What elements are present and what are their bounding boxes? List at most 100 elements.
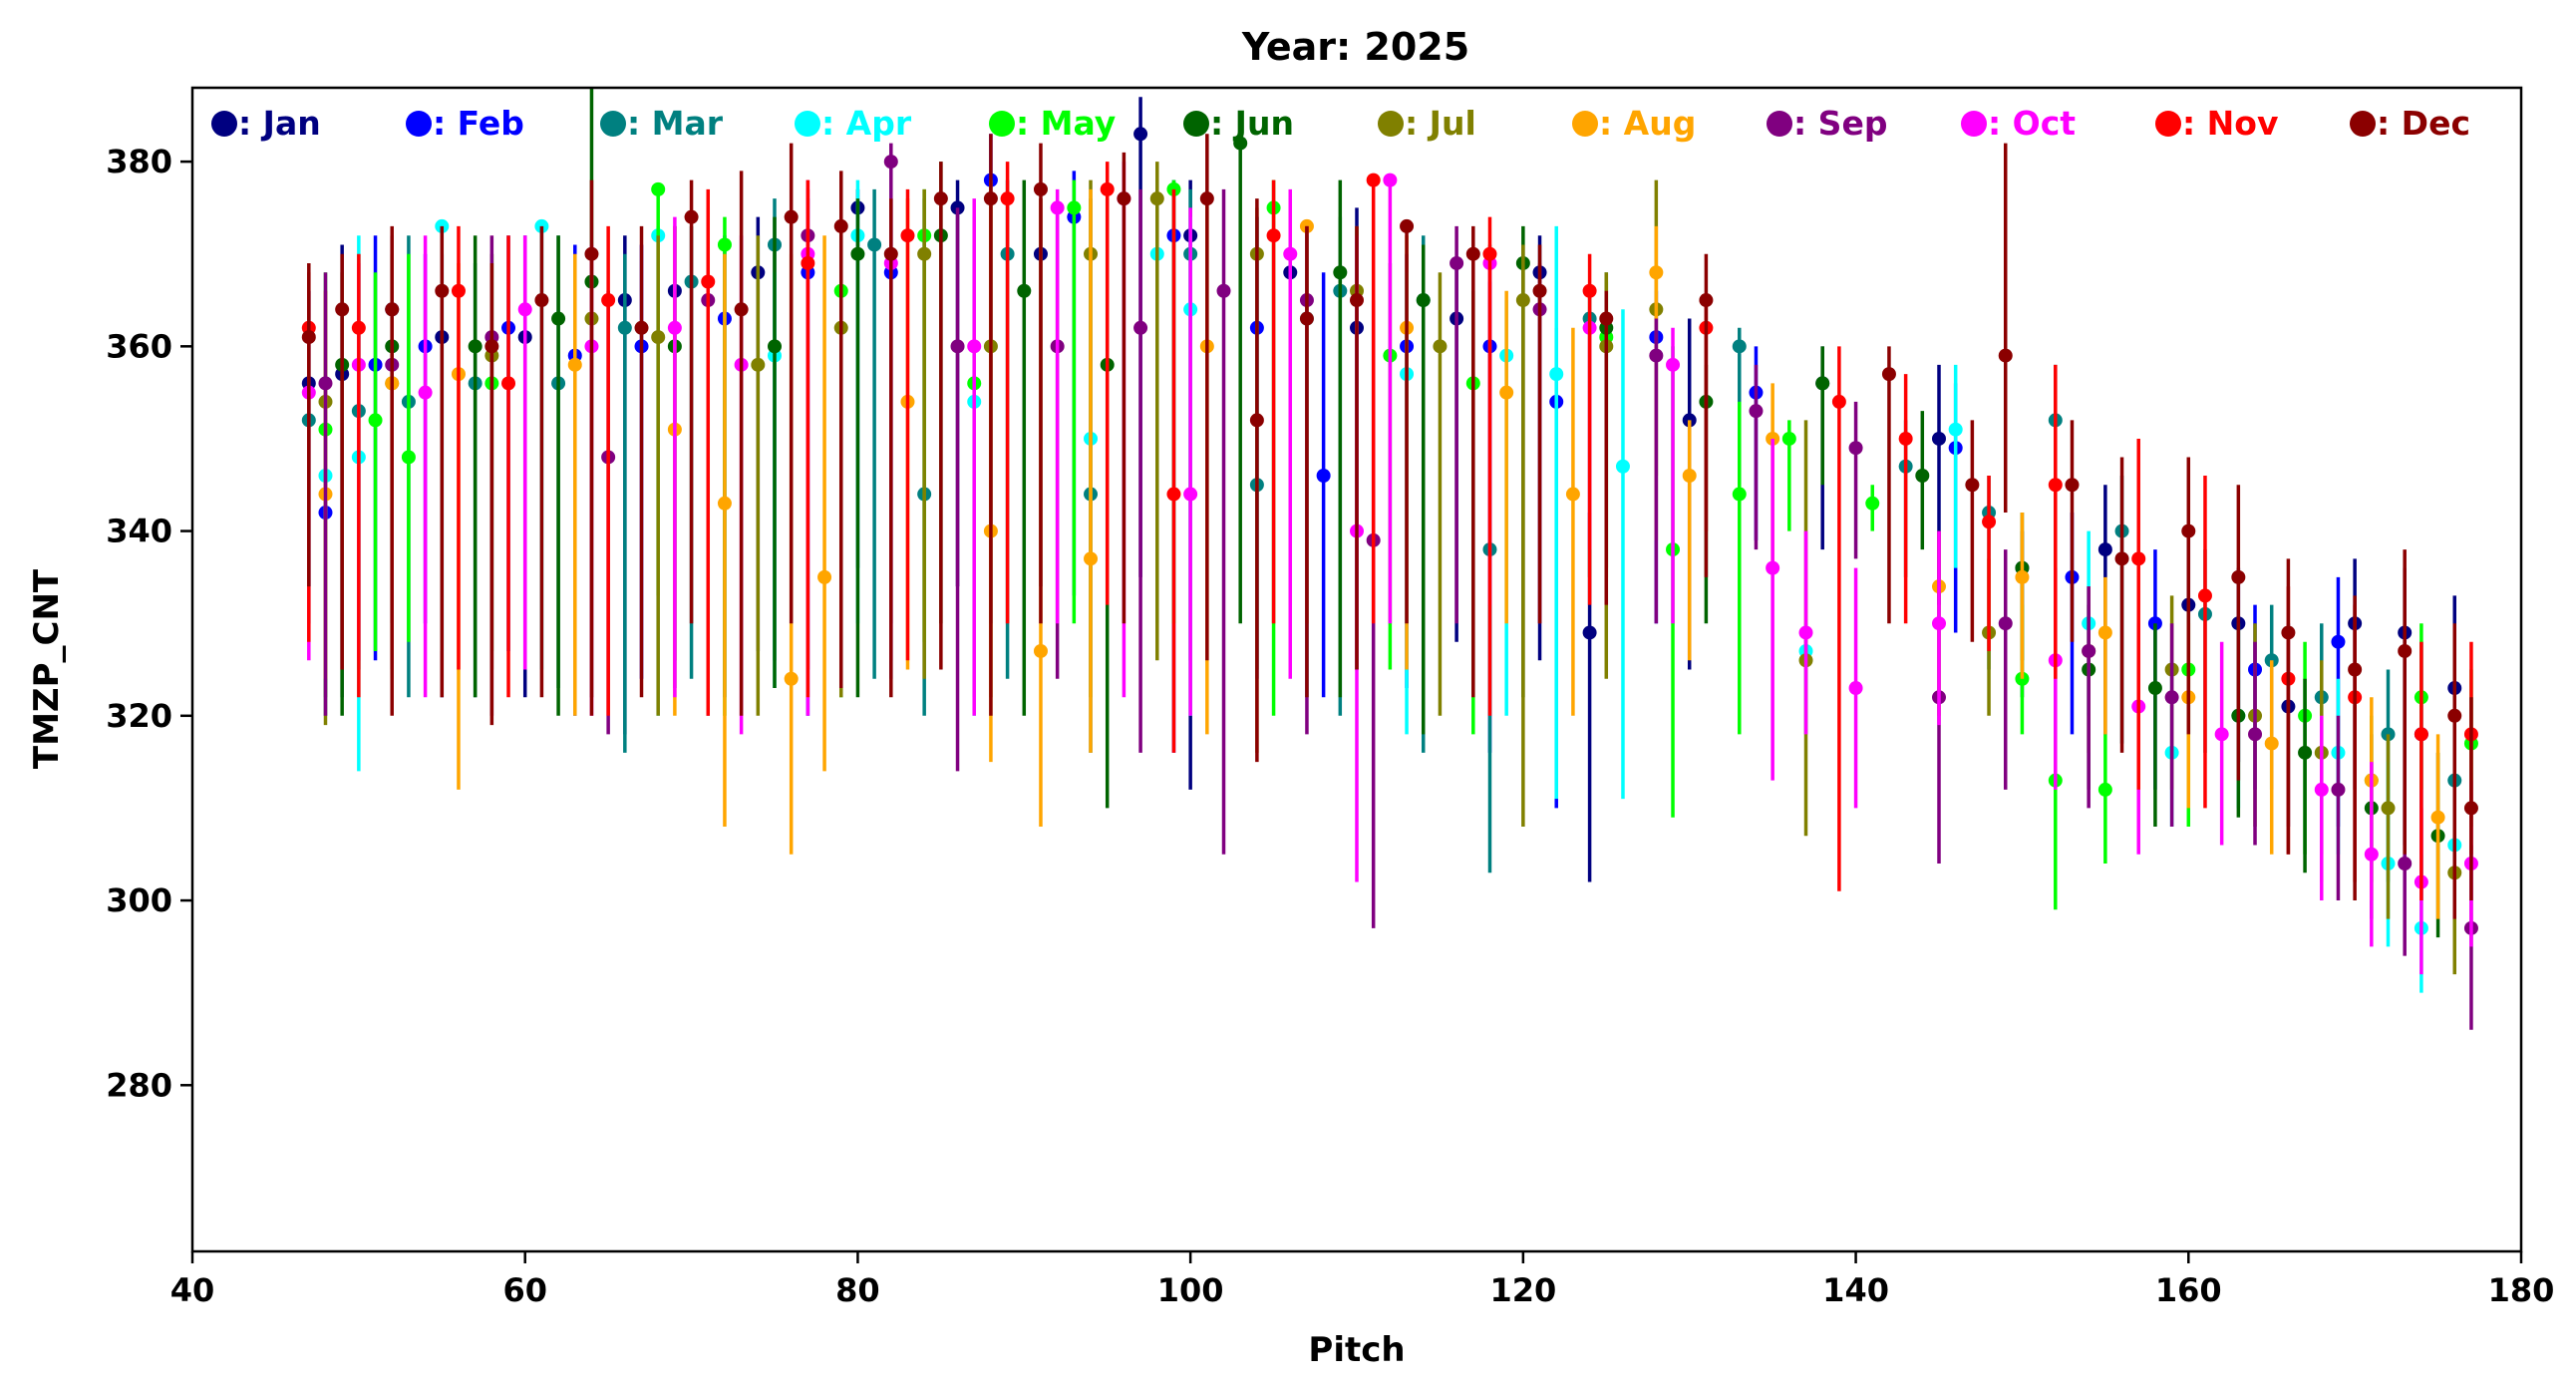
- data-point: [1117, 191, 1131, 206]
- data-point: [2447, 708, 2462, 723]
- legend-marker: [1183, 111, 1209, 137]
- x-tick-label: 100: [1157, 1271, 1224, 1309]
- data-series-layer: [301, 88, 2478, 1030]
- data-point: [850, 246, 865, 261]
- data-point: [2364, 847, 2379, 862]
- legend-label: : Mar: [627, 104, 724, 143]
- data-point: [2097, 625, 2112, 640]
- data-point: [833, 218, 848, 233]
- legend-marker: [406, 111, 432, 137]
- data-point: [1649, 348, 1664, 363]
- data-point: [1249, 413, 1264, 428]
- data-point: [1766, 560, 1780, 575]
- legend-item: : Oct: [1961, 104, 2076, 143]
- data-point: [1133, 127, 1148, 142]
- legend-item: : Mar: [600, 104, 724, 143]
- data-point: [1482, 246, 1497, 261]
- data-point: [1699, 293, 1714, 308]
- data-point: [801, 255, 815, 270]
- data-point: [1067, 200, 1082, 215]
- x-tick-label: 80: [835, 1271, 880, 1309]
- data-point: [1133, 320, 1148, 335]
- legend-item: : May: [989, 104, 1116, 143]
- data-point: [2430, 810, 2445, 825]
- data-point: [967, 339, 982, 354]
- data-point: [1815, 376, 1830, 391]
- data-point: [1932, 431, 1946, 446]
- data-point: [1532, 283, 1547, 298]
- legend-marker: [989, 111, 1015, 137]
- data-point: [301, 330, 316, 345]
- data-point: [701, 274, 716, 289]
- legend-label: : Jul: [1405, 104, 1476, 143]
- legend: : Jan : Feb : Mar : Apr : May : Jun : Jul : Aug…: [211, 104, 2470, 143]
- data-point: [584, 246, 599, 261]
- data-point: [1615, 459, 1630, 474]
- data-point: [2331, 634, 2346, 649]
- legend-item: : Apr: [795, 104, 912, 143]
- data-point: [2264, 736, 2279, 751]
- data-point: [1781, 431, 1796, 446]
- data-point: [468, 339, 483, 354]
- legend-marker: [2350, 111, 2376, 137]
- data-point: [651, 330, 666, 345]
- data-point: [784, 209, 799, 224]
- x-tick-label: 180: [2488, 1271, 2555, 1309]
- axes: 40 60 80 100 120 140 160 180 280 300 320 340 360 380: [106, 143, 2554, 1309]
- data-point: [2015, 569, 2030, 584]
- data-point: [2314, 782, 2329, 797]
- legend-marker: [600, 111, 626, 137]
- data-point: [1749, 404, 1764, 419]
- legend-item: : Nov: [2155, 104, 2279, 143]
- data-point: [817, 569, 832, 584]
- legend-item: : Jan: [211, 104, 321, 143]
- y-tick-label: 320: [106, 697, 172, 735]
- legend-label: : Jun: [1210, 104, 1294, 143]
- x-tick-label: 40: [170, 1271, 215, 1309]
- data-point: [1433, 339, 1448, 354]
- data-point: [768, 339, 782, 354]
- data-point: [2214, 727, 2229, 742]
- data-point: [950, 339, 965, 354]
- data-point: [1582, 625, 1597, 640]
- data-point: [1033, 181, 1048, 196]
- data-point: [2298, 745, 2313, 760]
- data-point: [2248, 727, 2263, 742]
- legend-label: : Feb: [433, 104, 524, 143]
- data-point: [368, 413, 383, 428]
- data-point: [1499, 385, 1514, 400]
- legend-marker: [1572, 111, 1598, 137]
- data-point: [2348, 662, 2363, 677]
- data-point: [2281, 625, 2296, 640]
- data-point: [1848, 681, 1863, 696]
- x-tick-label: 160: [2155, 1271, 2222, 1309]
- data-point: [1732, 339, 1747, 354]
- data-point: [2331, 782, 2346, 797]
- legend-item: : Aug: [1572, 104, 1696, 143]
- data-point: [534, 293, 549, 308]
- data-point: [2147, 681, 2162, 696]
- legend-label: : Apr: [821, 104, 912, 143]
- data-point: [651, 181, 666, 196]
- data-point: [435, 283, 450, 298]
- data-point: [351, 320, 366, 335]
- data-point: [2164, 690, 2179, 705]
- data-point: [601, 293, 616, 308]
- data-point: [2463, 801, 2478, 816]
- data-point: [1233, 136, 1248, 151]
- data-point: [1017, 283, 1032, 298]
- legend-marker: [1767, 111, 1792, 137]
- legend-item: : Dec: [2350, 104, 2470, 143]
- data-point: [451, 283, 466, 298]
- data-point: [1166, 487, 1181, 502]
- data-point: [1582, 283, 1597, 298]
- legend-marker: [795, 111, 820, 137]
- data-point: [2414, 727, 2428, 742]
- data-point: [1666, 357, 1681, 372]
- data-point: [318, 376, 333, 391]
- y-axis-label: TMZP_CNT: [27, 568, 67, 769]
- data-point: [2381, 801, 2396, 816]
- y-tick-label: 280: [106, 1066, 172, 1104]
- data-point: [1932, 616, 1946, 631]
